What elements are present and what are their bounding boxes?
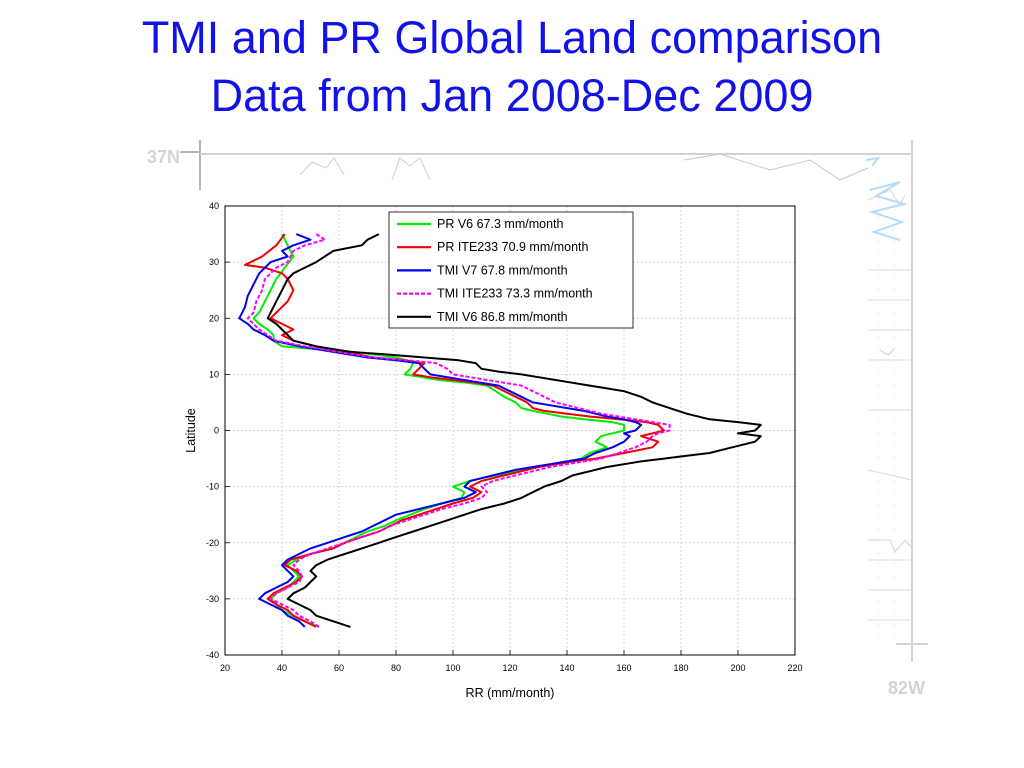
x-tick-label: 160 <box>616 663 631 673</box>
series-line-5 <box>266 233 762 628</box>
map-latitude-label: 37N <box>147 147 181 167</box>
y-tick-label: 40 <box>209 201 219 211</box>
chart: 20 40 60 80 100 120 140 160 180 200 220-40-30-20-1… <box>184 201 803 700</box>
x-axis-label: RR (mm/month) <box>466 686 555 700</box>
x-tick-label: 120 <box>502 663 517 673</box>
y-tick-label: -10 <box>206 482 219 492</box>
x-tick-label: 20 <box>220 663 230 673</box>
y-tick-label: 0 <box>214 426 219 436</box>
x-tick-label: 220 <box>787 663 802 673</box>
y-tick-label: -40 <box>206 650 219 660</box>
series-line-3 <box>238 233 643 628</box>
map-longitude-label: 82W <box>888 678 926 698</box>
legend-label: TMI V7 67.8 mm/month <box>437 263 568 277</box>
x-tick-label: 60 <box>334 663 344 673</box>
y-tick-label: -30 <box>206 594 219 604</box>
x-tick-label: 80 <box>391 663 401 673</box>
legend-label: PR V6 67.3 mm/month <box>437 217 563 231</box>
y-tick-label: 30 <box>209 257 219 267</box>
legend-label: TMI V6 86.8 mm/month <box>437 310 568 324</box>
y-axis-label: Latitude <box>184 408 198 453</box>
slide-title: TMI and PR Global Land comparison <box>141 12 883 63</box>
map-frame-lines <box>180 140 928 662</box>
x-tick-label: 40 <box>277 663 287 673</box>
y-tick-label: 20 <box>209 313 219 323</box>
map-water-feature <box>865 156 908 241</box>
legend-label: TMI ITE233 73.3 mm/month <box>437 287 593 301</box>
x-tick-label: 180 <box>673 663 688 673</box>
y-tick-label: -20 <box>206 538 219 548</box>
x-tick-label: 200 <box>730 663 745 673</box>
slide-subtitle: Data from Jan 2008-Dec 2009 <box>210 70 814 121</box>
y-tick-label: 10 <box>209 369 219 379</box>
series-line-4 <box>246 233 671 628</box>
x-tick-label: 100 <box>445 663 460 673</box>
plot-frame <box>224 205 796 656</box>
x-tick-label: 140 <box>559 663 574 673</box>
chart-panel: 20 40 60 80 100 120 140 160 180 200 220 -40 -30 -20 -1… <box>175 190 867 700</box>
legend-label: PR ITE233 70.9 mm/month <box>437 240 589 254</box>
